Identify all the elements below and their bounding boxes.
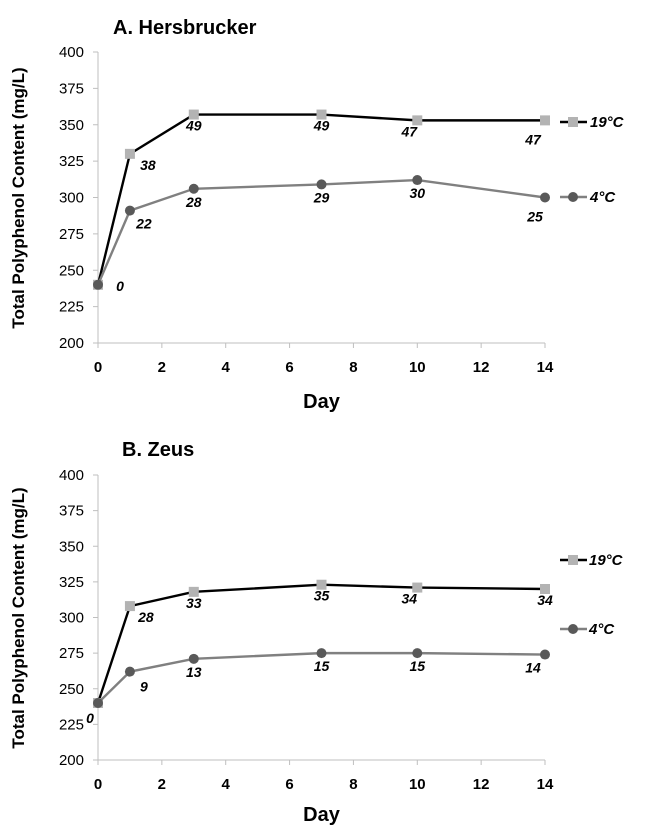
y-tick-label: 275 — [59, 226, 84, 243]
x-tick-label: 8 — [349, 359, 357, 376]
legend-label: 19°C — [590, 114, 625, 131]
y-tick-label: 350 — [59, 538, 84, 555]
y-tick-label: 200 — [59, 752, 84, 769]
data-point-circle — [412, 648, 423, 659]
data-point-square — [188, 109, 199, 120]
data-label: 22 — [135, 216, 152, 232]
x-axis-title: Day — [303, 391, 341, 413]
data-label: 47 — [524, 131, 542, 147]
data-point-circle — [412, 175, 423, 186]
y-tick-label: 225 — [59, 299, 84, 316]
y-tick-label: 225 — [59, 716, 84, 733]
data-point-circle — [188, 183, 199, 194]
data-label: 28 — [185, 194, 202, 210]
x-tick-label: 14 — [537, 359, 554, 376]
y-tick-label: 250 — [59, 262, 84, 279]
x-tick-label: 8 — [349, 776, 357, 793]
data-point-circle — [124, 666, 135, 677]
y-tick-label: 375 — [59, 503, 84, 520]
data-label: 0 — [86, 710, 94, 726]
data-point-square — [124, 148, 135, 159]
series-line — [97, 651, 546, 704]
data-point-circle — [316, 179, 327, 190]
data-label: 33 — [186, 595, 202, 611]
data-label: 34 — [401, 591, 417, 607]
x-tick-label: 4 — [222, 776, 231, 793]
data-label: 15 — [314, 658, 330, 674]
data-point-square — [540, 584, 550, 594]
data-label: 9 — [140, 679, 148, 695]
data-point-square — [540, 115, 550, 126]
y-tick-label: 250 — [59, 681, 84, 698]
data-label: 34 — [537, 592, 553, 608]
series-line — [96, 583, 546, 704]
x-tick-label: 12 — [473, 359, 490, 376]
y-axis-title: Total Polyphenol Content (mg/L) — [9, 67, 28, 328]
data-label: 49 — [313, 118, 330, 134]
y-tick-label: 325 — [59, 153, 84, 170]
legend-label: 19°C — [589, 552, 624, 569]
data-label: 0 — [116, 278, 124, 294]
data-point-square — [316, 109, 327, 120]
data-point-circle — [316, 648, 327, 659]
y-tick-label: 275 — [59, 645, 84, 662]
legend-marker-circle — [568, 624, 578, 634]
data-label: 15 — [409, 658, 425, 674]
legend-label: 4°C — [589, 189, 616, 206]
x-tick-label: 4 — [222, 359, 231, 376]
chart-title: A. Hersbrucker — [113, 17, 257, 39]
chart-title: B. Zeus — [122, 439, 194, 461]
y-tick-label: 375 — [59, 80, 84, 97]
data-label: 25 — [526, 209, 543, 225]
x-axis-title: Day — [303, 804, 341, 826]
legend-marker-square — [568, 555, 578, 565]
x-tick-label: 2 — [158, 359, 166, 376]
series-line — [96, 113, 545, 286]
data-label: 14 — [525, 660, 541, 676]
data-point-circle — [540, 192, 550, 203]
data-point-square — [412, 582, 423, 593]
y-tick-label: 350 — [59, 117, 84, 134]
y-tick-label: 200 — [59, 335, 84, 352]
data-point-circle — [93, 698, 103, 708]
legend-label: 4°C — [588, 621, 615, 638]
data-point-circle — [540, 649, 550, 660]
data-point-square — [316, 579, 327, 590]
x-tick-label: 0 — [94, 359, 102, 376]
data-label: 49 — [185, 118, 202, 134]
data-point-circle — [188, 653, 199, 664]
x-tick-label: 2 — [158, 776, 166, 793]
data-point-square — [412, 115, 423, 126]
data-point-square — [124, 601, 135, 612]
data-label: 29 — [313, 189, 330, 205]
legend-marker-circle — [568, 192, 578, 202]
x-tick-label: 6 — [285, 359, 293, 376]
data-point-square — [188, 586, 199, 597]
data-label: 35 — [314, 588, 330, 604]
x-tick-label: 6 — [285, 776, 293, 793]
x-tick-label: 0 — [94, 776, 102, 793]
data-label: 38 — [140, 157, 156, 173]
data-label: 30 — [409, 185, 425, 201]
x-tick-label: 10 — [409, 359, 426, 376]
y-tick-label: 300 — [59, 610, 84, 627]
y-tick-label: 300 — [59, 190, 84, 207]
x-tick-label: 10 — [409, 776, 426, 793]
data-label: 28 — [137, 609, 154, 625]
data-point-circle — [93, 279, 103, 290]
data-label: 13 — [186, 664, 202, 680]
data-point-circle — [124, 205, 135, 216]
y-tick-label: 400 — [59, 467, 84, 484]
y-tick-label: 325 — [59, 574, 84, 591]
y-axis-title: Total Polyphenol Content (mg/L) — [9, 487, 28, 748]
legend-marker-square — [568, 117, 578, 127]
x-tick-label: 14 — [537, 776, 554, 793]
series-line — [96, 178, 546, 286]
y-tick-label: 400 — [59, 44, 84, 61]
data-label: 47 — [400, 123, 418, 139]
x-tick-label: 12 — [473, 776, 490, 793]
